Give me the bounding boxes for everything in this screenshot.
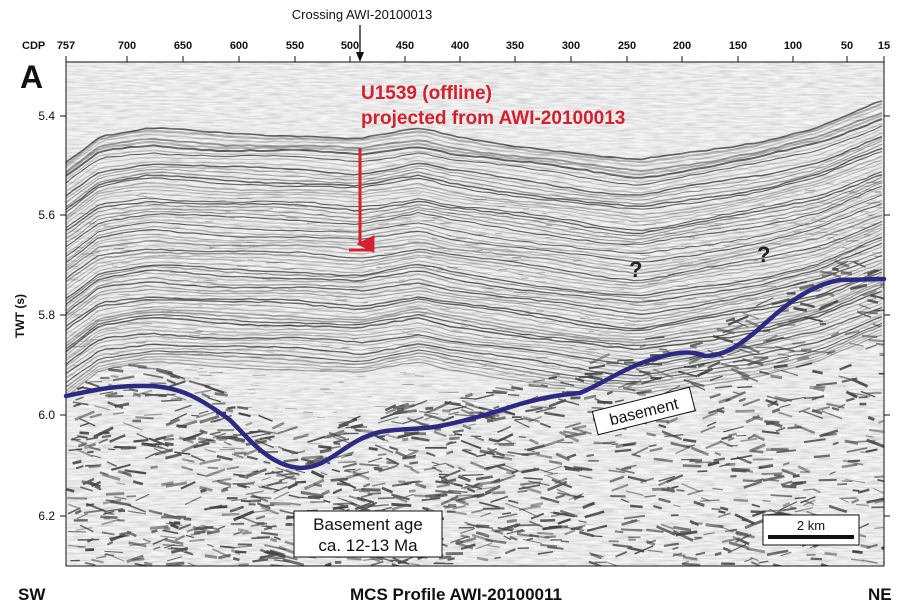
question-mark-2: ? (757, 242, 770, 267)
cdp-tick-label: 400 (451, 40, 469, 52)
panel-letter: A (20, 59, 43, 95)
cdp-tick-label: 350 (506, 40, 524, 52)
right-direction-label: NE (868, 585, 892, 604)
plot-frame (65, 61, 885, 567)
cdp-axis: 757 700 650 600 550 500 450 400 350 300 250 200 150 1… (57, 40, 890, 62)
y-tick-label: 5.8 (38, 308, 55, 322)
y-axis: 5.4 5.6 5.8 6.0 6.2 (38, 109, 890, 523)
cdp-tick-label: 500 (341, 40, 359, 52)
basement-age-line-1: Basement age (313, 515, 423, 534)
cdp-tick-label: 550 (286, 40, 304, 52)
basement-horizon-line (63, 276, 887, 471)
cdp-tick-label: 200 (673, 40, 691, 52)
y-tick-label: 5.4 (38, 109, 55, 123)
left-direction-label: SW (18, 585, 46, 604)
cdp-tick-label: 600 (230, 40, 248, 52)
cdp-tick-label: 50 (841, 40, 853, 52)
cdp-tick-label: 250 (618, 40, 636, 52)
cdp-tick-label: 700 (118, 40, 136, 52)
site-label-line-2: projected from AWI-20100013 (361, 108, 625, 129)
scale-bar (768, 535, 854, 539)
cdp-tick-label: 100 (784, 40, 802, 52)
y-axis-label: TWT (s) (13, 294, 27, 338)
scale-bar-label: 2 km (797, 518, 825, 533)
basement-age-box (293, 510, 443, 558)
profile-title: MCS Profile AWI-20100011 (350, 585, 562, 604)
cdp-tick-label: 650 (174, 40, 192, 52)
cdp-tick-label: 150 (729, 40, 747, 52)
site-label-line-1: U1539 (offline) (361, 83, 492, 104)
y-tick-label: 6.2 (38, 509, 55, 523)
y-tick-label: 6.0 (38, 408, 55, 422)
cdp-tick-label: 300 (562, 40, 580, 52)
cdp-tick-label: 757 (57, 40, 75, 52)
cdp-label: CDP (22, 40, 45, 52)
y-tick-label: 5.6 (38, 208, 55, 222)
scale-bar-box (762, 514, 860, 546)
crossing-arrowhead (356, 52, 364, 62)
cdp-tick-label: 15 (878, 40, 890, 52)
basement-age-line-2: ca. 12-13 Ma (318, 536, 418, 555)
crossing-label: Crossing AWI-20100013 (292, 7, 432, 22)
question-mark-1: ? (629, 257, 642, 282)
cdp-tick-label: 450 (396, 40, 414, 52)
